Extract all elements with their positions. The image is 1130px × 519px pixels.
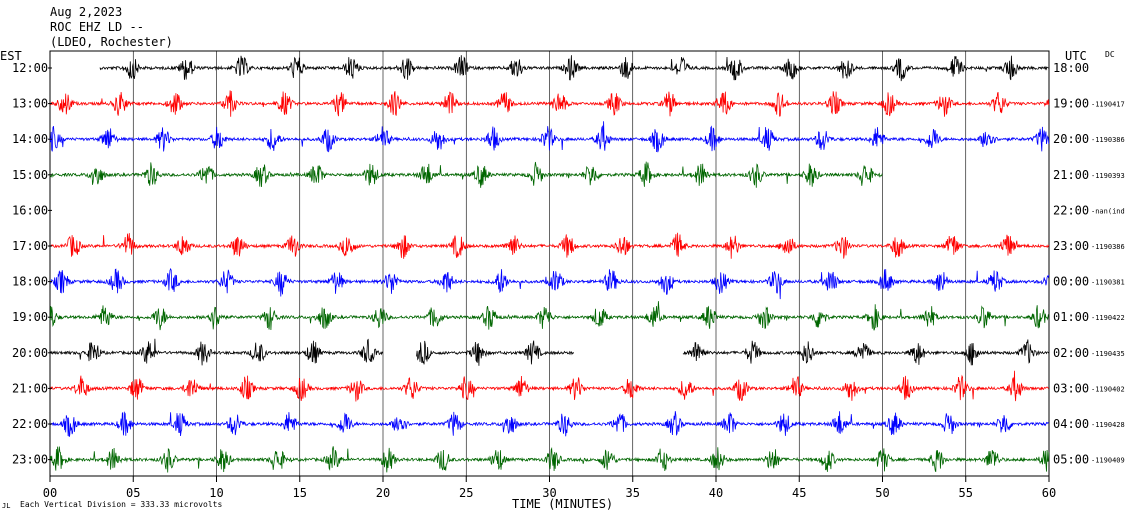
trace-row [49, 411, 1050, 438]
row-offset-label: -1190428 [1091, 421, 1125, 429]
utc-hour-label: 02:00 [1053, 346, 1089, 360]
est-hour-label: 18:00 [12, 275, 48, 289]
x-tick-labels: 00 05 10 15 20 25 30 35 40 45 50 55 60 [43, 476, 1056, 500]
utc-hour-label: 20:00 [1053, 132, 1089, 146]
utc-hour-label: 05:00 [1053, 453, 1089, 467]
row-offset-label: -nan(ind [1091, 207, 1125, 215]
x-tick-label: 35 [626, 486, 640, 500]
x-tick-label: 55 [959, 486, 973, 500]
utc-hour-label: 18:00 [1053, 61, 1089, 75]
x-tick-label: 40 [709, 486, 723, 500]
est-hour-label: 17:00 [12, 239, 48, 253]
est-hour-label: 13:00 [12, 97, 48, 111]
est-hour-label: 20:00 [12, 346, 48, 360]
utc-hour-label: 22:00 [1053, 203, 1089, 217]
footer-marker: JL [2, 502, 10, 510]
header-network: (LDEO, Rochester) [50, 35, 173, 49]
right-axis-label: UTC [1065, 49, 1087, 63]
x-tick-label: 50 [875, 486, 889, 500]
left-axis-label: EST [0, 49, 22, 63]
trace-row [49, 90, 1050, 117]
x-tick-label: 45 [792, 486, 806, 500]
est-hour-label: 14:00 [12, 132, 48, 146]
trace-row [49, 301, 1050, 331]
row-offset-label: -1190402 [1091, 385, 1125, 393]
x-tick-label: 60 [1042, 486, 1056, 500]
x-tick-label: 25 [459, 486, 473, 500]
x-axis-label: TIME (MINUTES) [512, 497, 613, 511]
est-hour-label: 22:00 [12, 417, 48, 431]
utc-hour-label: 03:00 [1053, 381, 1089, 395]
seismic-traces [49, 55, 1050, 473]
row-offset-label: -1190386 [1091, 243, 1125, 251]
x-tick-label: 10 [209, 486, 223, 500]
grid-lines [132, 51, 967, 476]
x-tick-label: 15 [293, 486, 307, 500]
est-hour-label: 15:00 [12, 168, 48, 182]
row-offset-label: -1190386 [1091, 136, 1125, 144]
est-hour-label: 19:00 [12, 310, 48, 324]
utc-hour-label: 01:00 [1053, 310, 1089, 324]
x-tick-label: 00 [43, 486, 57, 500]
utc-hour-label: 23:00 [1053, 239, 1089, 253]
row-offset-label: -1190422 [1091, 314, 1125, 322]
trace-row [49, 232, 1050, 259]
footer-note: Each Vertical Division = 333.33 microvol… [20, 500, 222, 509]
est-hour-label: 21:00 [12, 381, 48, 395]
trace-row [49, 121, 1050, 153]
trace-row [99, 55, 1049, 82]
trace-row [49, 161, 883, 188]
trace-row [49, 267, 1050, 300]
est-hour-label: 16:00 [12, 203, 48, 217]
row-offset-label: -1190417 [1091, 101, 1125, 109]
row-offset-label: -1190409 [1091, 457, 1125, 465]
row-offset-label: -1190435 [1091, 350, 1125, 358]
trace-row [49, 338, 1050, 366]
trace-row [49, 446, 1050, 473]
header-station: ROC EHZ LD -- [50, 20, 144, 34]
x-tick-label: 30 [542, 486, 556, 500]
utc-hour-label: 04:00 [1053, 417, 1089, 431]
x-tick-label: 05 [126, 486, 140, 500]
row-offset-label: -1190381 [1091, 279, 1125, 287]
utc-hour-label: 19:00 [1053, 97, 1089, 111]
header-date: Aug 2,2023 [50, 5, 122, 19]
corner-tag: DC [1105, 50, 1115, 59]
est-labels: 12:00 13:00 14:00 15:00 16:00 17:00 18:00 19:00… [12, 61, 52, 467]
est-hour-label: 12:00 [12, 61, 48, 75]
trace-row [49, 370, 1049, 402]
est-hour-label: 23:00 [12, 453, 48, 467]
utc-hour-label: 00:00 [1053, 275, 1089, 289]
x-tick-label: 20 [376, 486, 390, 500]
row-offset-label: -1190393 [1091, 172, 1125, 180]
utc-hour-label: 21:00 [1053, 168, 1089, 182]
